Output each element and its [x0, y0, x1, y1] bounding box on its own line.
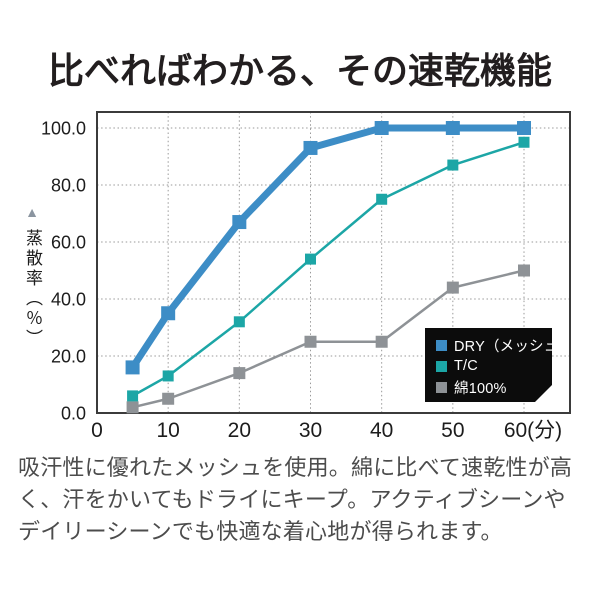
x-tick-label: 0 — [91, 419, 103, 442]
legend-item: DRY（メッシュ） — [436, 336, 552, 354]
x-tick-label: 10 — [156, 419, 179, 442]
y-axis-label: ▲ 蒸散率（％） — [23, 204, 42, 349]
x-tick-label: 30 — [299, 419, 322, 442]
data-point-marker — [162, 370, 174, 382]
x-tick-label: 60(分) — [504, 419, 562, 442]
data-point-marker — [374, 121, 389, 135]
y-tick-label: 80.0 — [51, 176, 86, 196]
data-point-marker — [125, 360, 140, 375]
data-point-marker — [233, 316, 245, 328]
x-tick-label: 40 — [370, 419, 393, 442]
evaporation-chart: 0.0 20.0 40.0 60.0 80.0 100.0 0 10 20 30 40 50 60(分) — [41, 111, 571, 442]
page-title: 比べればわかる、その速乾機能 — [47, 50, 552, 91]
data-point-marker — [517, 121, 531, 135]
y-tick-label: 100.0 — [41, 119, 86, 139]
x-tick-label: 50 — [441, 419, 464, 442]
legend-label-dry: DRY（メッシュ） — [454, 338, 574, 355]
plot-frame — [96, 111, 571, 414]
y-tick-label: 20.0 — [51, 347, 86, 367]
data-point-marker — [375, 335, 388, 348]
legend-label-cotton: 綿100% — [454, 380, 507, 397]
data-point-marker — [518, 136, 530, 148]
data-point-marker — [304, 335, 317, 348]
y-tick-label: 60.0 — [51, 233, 86, 253]
x-tick-label: 20 — [228, 419, 251, 442]
data-point-marker — [161, 306, 176, 321]
data-point-marker — [376, 193, 388, 205]
y-tick-label: 0.0 — [61, 404, 86, 424]
data-point-marker — [446, 281, 459, 294]
legend-item: T/C — [436, 357, 552, 375]
data-point-marker — [162, 392, 175, 405]
legend: DRY（メッシュ） T/C 綿100% — [425, 328, 552, 402]
data-point-marker — [445, 121, 460, 135]
data-point-marker — [126, 401, 139, 414]
legend-item: 綿100% — [436, 378, 552, 396]
data-point-marker — [305, 253, 316, 265]
data-point-marker — [127, 390, 139, 402]
data-point-marker — [447, 159, 459, 171]
y-axis-label-text: 蒸散率（％） — [23, 229, 42, 349]
data-point-marker — [303, 140, 318, 155]
legend-swatch-dry — [436, 340, 447, 351]
legend-label-tc: T/C — [454, 358, 478, 374]
legend-swatch-tc — [436, 361, 447, 372]
y-tick-label: 40.0 — [51, 290, 86, 310]
up-arrow-icon: ▲ — [24, 204, 40, 220]
data-point-marker — [518, 264, 530, 277]
legend-swatch-cotton — [436, 382, 447, 393]
data-point-marker — [233, 367, 246, 380]
data-point-marker — [232, 215, 247, 230]
description-text: 吸汗性に優れたメッシュを使用。綿に比べて速乾性が高く、汗をかいてもドライにキープ… — [18, 455, 573, 544]
